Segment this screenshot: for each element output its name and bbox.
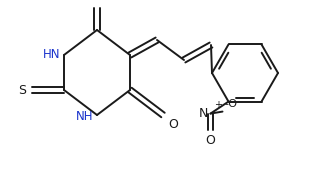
Text: O: O <box>92 0 102 3</box>
Text: N: N <box>199 107 209 120</box>
Text: NH: NH <box>75 109 93 122</box>
Text: +: + <box>214 100 222 110</box>
Text: HN: HN <box>42 48 60 61</box>
Text: O: O <box>205 134 215 146</box>
Text: S: S <box>18 83 26 96</box>
Text: O: O <box>168 118 178 131</box>
Text: -O: -O <box>224 99 238 109</box>
